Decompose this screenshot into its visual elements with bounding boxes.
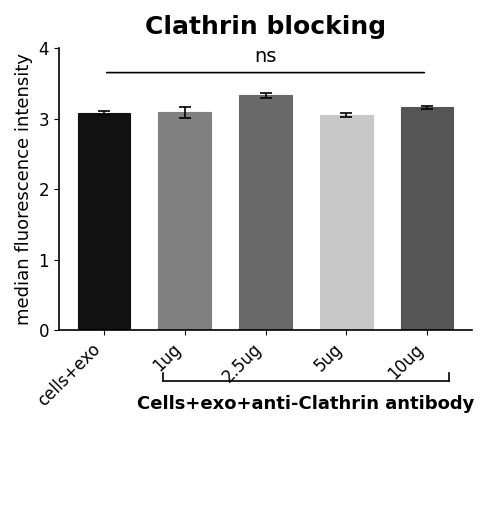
- Text: Cells+exo+anti-Clathrin antibody: Cells+exo+anti-Clathrin antibody: [138, 396, 474, 414]
- Bar: [158, 112, 211, 330]
- Bar: [78, 113, 130, 330]
- Y-axis label: median fluorescence intensity: median fluorescence intensity: [15, 53, 33, 325]
- Bar: [320, 115, 372, 330]
- Text: ns: ns: [254, 47, 276, 66]
- Bar: [401, 107, 454, 330]
- Bar: [240, 95, 292, 330]
- Title: Clathrin blocking: Clathrin blocking: [145, 15, 386, 39]
